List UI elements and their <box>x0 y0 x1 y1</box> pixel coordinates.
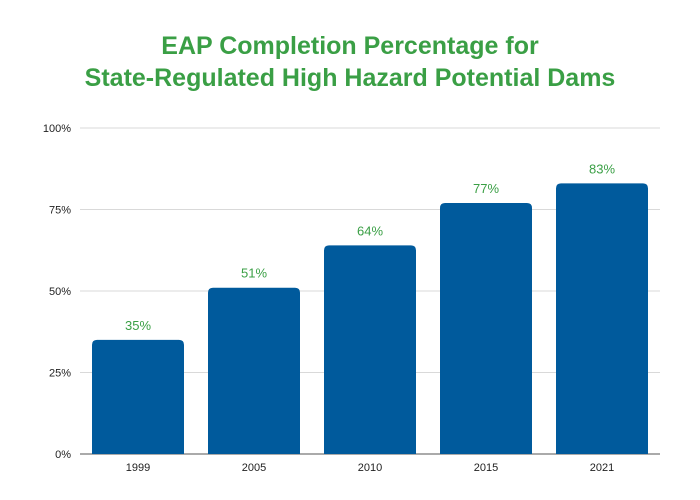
data-label-2015: 77% <box>473 181 499 196</box>
bar-2015 <box>440 202 532 454</box>
chart-title-line-1: EAP Completion Percentage for <box>161 32 539 60</box>
x-tick-label-2010: 2010 <box>358 462 382 474</box>
x-tick-label-2015: 2015 <box>474 462 498 474</box>
y-tick-label: 0% <box>55 449 71 461</box>
x-tick-label-1999: 1999 <box>126 462 150 474</box>
data-label-2005: 51% <box>241 266 267 281</box>
chart-title: EAP Completion Percentage for State-Regu… <box>0 30 700 94</box>
y-tick-label: 100% <box>43 123 71 135</box>
data-label-2021: 83% <box>589 161 615 176</box>
data-label-2010: 64% <box>357 223 383 238</box>
bar-2010 <box>324 245 416 454</box>
chart-title-line-2: State-Regulated High Hazard Potential Da… <box>84 64 616 92</box>
bar-1999 <box>92 339 184 454</box>
bar-2021 <box>556 183 648 455</box>
y-tick-label: 50% <box>49 286 71 298</box>
x-tick-label-2021: 2021 <box>590 462 614 474</box>
y-tick-label: 75% <box>49 205 71 217</box>
bar-2005 <box>208 287 300 454</box>
x-tick-label-2005: 2005 <box>242 462 266 474</box>
y-tick-label: 25% <box>49 368 71 380</box>
data-label-1999: 35% <box>125 318 151 333</box>
